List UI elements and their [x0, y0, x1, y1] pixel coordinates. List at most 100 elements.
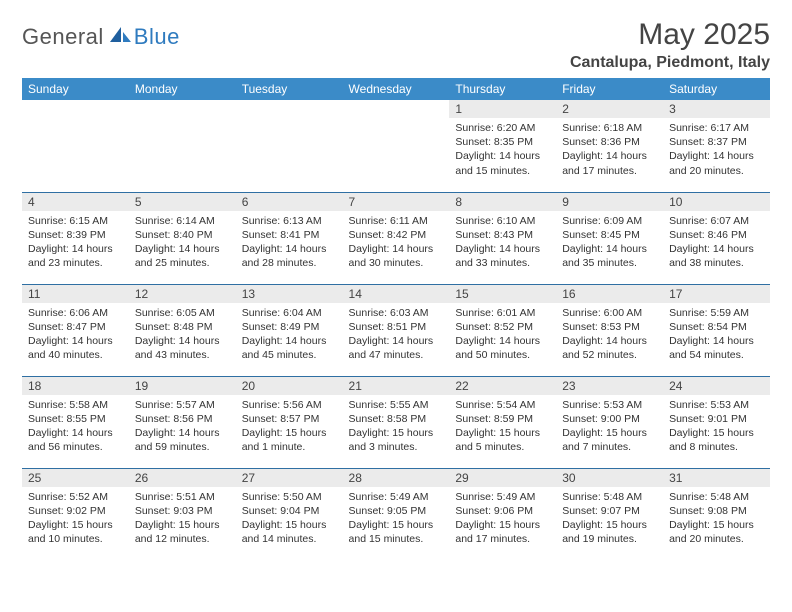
day-number: 2	[556, 100, 663, 118]
day-details: Sunrise: 6:11 AMSunset: 8:42 PMDaylight:…	[343, 211, 450, 271]
sunset-text: Sunset: 8:39 PM	[28, 228, 123, 242]
daylight-text: and 28 minutes.	[242, 256, 337, 270]
day-number: 7	[343, 193, 450, 211]
sunrise-text: Sunrise: 5:49 AM	[349, 490, 444, 504]
logo-text-blue: Blue	[134, 24, 180, 50]
calendar-cell: 17Sunrise: 5:59 AMSunset: 8:54 PMDayligh…	[663, 284, 770, 376]
day-number: 14	[343, 285, 450, 303]
day-details: Sunrise: 6:15 AMSunset: 8:39 PMDaylight:…	[22, 211, 129, 271]
sunset-text: Sunset: 8:48 PM	[135, 320, 230, 334]
day-number: 22	[449, 377, 556, 395]
day-number: 11	[22, 285, 129, 303]
calendar-cell: 6Sunrise: 6:13 AMSunset: 8:41 PMDaylight…	[236, 192, 343, 284]
calendar-cell: 11Sunrise: 6:06 AMSunset: 8:47 PMDayligh…	[22, 284, 129, 376]
day-number: 18	[22, 377, 129, 395]
sunset-text: Sunset: 8:40 PM	[135, 228, 230, 242]
calendar-cell: 20Sunrise: 5:56 AMSunset: 8:57 PMDayligh…	[236, 376, 343, 468]
calendar-cell: 16Sunrise: 6:00 AMSunset: 8:53 PMDayligh…	[556, 284, 663, 376]
sunset-text: Sunset: 8:58 PM	[349, 412, 444, 426]
calendar-cell: 8Sunrise: 6:10 AMSunset: 8:43 PMDaylight…	[449, 192, 556, 284]
sunrise-text: Sunrise: 5:55 AM	[349, 398, 444, 412]
day-details: Sunrise: 6:13 AMSunset: 8:41 PMDaylight:…	[236, 211, 343, 271]
day-number: 3	[663, 100, 770, 118]
sunrise-text: Sunrise: 6:11 AM	[349, 214, 444, 228]
day-details: Sunrise: 6:10 AMSunset: 8:43 PMDaylight:…	[449, 211, 556, 271]
day-number: 20	[236, 377, 343, 395]
sunset-text: Sunset: 9:07 PM	[562, 504, 657, 518]
daylight-text: Daylight: 14 hours	[28, 426, 123, 440]
day-details: Sunrise: 6:07 AMSunset: 8:46 PMDaylight:…	[663, 211, 770, 271]
sunrise-text: Sunrise: 6:01 AM	[455, 306, 550, 320]
daylight-text: and 7 minutes.	[562, 440, 657, 454]
daylight-text: and 5 minutes.	[455, 440, 550, 454]
month-title: May 2025	[570, 18, 770, 52]
sunrise-text: Sunrise: 6:03 AM	[349, 306, 444, 320]
daylight-text: Daylight: 14 hours	[455, 242, 550, 256]
sunset-text: Sunset: 8:46 PM	[669, 228, 764, 242]
sunrise-text: Sunrise: 6:00 AM	[562, 306, 657, 320]
sunrise-text: Sunrise: 5:57 AM	[135, 398, 230, 412]
calendar-cell: 3Sunrise: 6:17 AMSunset: 8:37 PMDaylight…	[663, 100, 770, 192]
calendar-cell: 31Sunrise: 5:48 AMSunset: 9:08 PMDayligh…	[663, 468, 770, 560]
calendar-cell: 14Sunrise: 6:03 AMSunset: 8:51 PMDayligh…	[343, 284, 450, 376]
calendar-cell: 13Sunrise: 6:04 AMSunset: 8:49 PMDayligh…	[236, 284, 343, 376]
day-number: 13	[236, 285, 343, 303]
daylight-text: Daylight: 15 hours	[242, 426, 337, 440]
sunrise-text: Sunrise: 5:53 AM	[669, 398, 764, 412]
daylight-text: Daylight: 15 hours	[455, 518, 550, 532]
calendar-cell: 29Sunrise: 5:49 AMSunset: 9:06 PMDayligh…	[449, 468, 556, 560]
daylight-text: and 50 minutes.	[455, 348, 550, 362]
sunset-text: Sunset: 8:45 PM	[562, 228, 657, 242]
calendar-week-row: 11Sunrise: 6:06 AMSunset: 8:47 PMDayligh…	[22, 284, 770, 376]
day-details: Sunrise: 6:04 AMSunset: 8:49 PMDaylight:…	[236, 303, 343, 363]
daylight-text: and 3 minutes.	[349, 440, 444, 454]
daylight-text: Daylight: 14 hours	[349, 242, 444, 256]
daylight-text: Daylight: 14 hours	[242, 334, 337, 348]
sunrise-text: Sunrise: 6:13 AM	[242, 214, 337, 228]
calendar-week-row: 4Sunrise: 6:15 AMSunset: 8:39 PMDaylight…	[22, 192, 770, 284]
daylight-text: and 38 minutes.	[669, 256, 764, 270]
sunrise-text: Sunrise: 5:52 AM	[28, 490, 123, 504]
sunset-text: Sunset: 8:35 PM	[455, 135, 550, 149]
sunrise-text: Sunrise: 6:15 AM	[28, 214, 123, 228]
daylight-text: and 20 minutes.	[669, 532, 764, 546]
day-number: 10	[663, 193, 770, 211]
calendar-cell: 2Sunrise: 6:18 AMSunset: 8:36 PMDaylight…	[556, 100, 663, 192]
sunrise-text: Sunrise: 6:04 AM	[242, 306, 337, 320]
weekday-header: Friday	[556, 78, 663, 100]
calendar-cell	[129, 100, 236, 192]
calendar-cell: 19Sunrise: 5:57 AMSunset: 8:56 PMDayligh…	[129, 376, 236, 468]
sunset-text: Sunset: 9:03 PM	[135, 504, 230, 518]
daylight-text: Daylight: 15 hours	[455, 426, 550, 440]
day-number: 24	[663, 377, 770, 395]
sunset-text: Sunset: 9:02 PM	[28, 504, 123, 518]
daylight-text: Daylight: 14 hours	[562, 149, 657, 163]
day-number: 25	[22, 469, 129, 487]
weekday-header: Monday	[129, 78, 236, 100]
daylight-text: and 19 minutes.	[562, 532, 657, 546]
sunset-text: Sunset: 8:51 PM	[349, 320, 444, 334]
daylight-text: Daylight: 14 hours	[135, 426, 230, 440]
calendar-cell: 10Sunrise: 6:07 AMSunset: 8:46 PMDayligh…	[663, 192, 770, 284]
day-details: Sunrise: 5:53 AMSunset: 9:01 PMDaylight:…	[663, 395, 770, 455]
sunset-text: Sunset: 8:53 PM	[562, 320, 657, 334]
day-details: Sunrise: 5:51 AMSunset: 9:03 PMDaylight:…	[129, 487, 236, 547]
daylight-text: and 17 minutes.	[455, 532, 550, 546]
day-details: Sunrise: 6:09 AMSunset: 8:45 PMDaylight:…	[556, 211, 663, 271]
day-number	[343, 100, 450, 118]
daylight-text: Daylight: 14 hours	[455, 334, 550, 348]
day-number: 28	[343, 469, 450, 487]
sunrise-text: Sunrise: 5:48 AM	[562, 490, 657, 504]
weekday-header: Wednesday	[343, 78, 450, 100]
day-details: Sunrise: 5:50 AMSunset: 9:04 PMDaylight:…	[236, 487, 343, 547]
day-number: 27	[236, 469, 343, 487]
day-details: Sunrise: 6:06 AMSunset: 8:47 PMDaylight:…	[22, 303, 129, 363]
logo: General Blue	[22, 18, 180, 50]
sunset-text: Sunset: 8:49 PM	[242, 320, 337, 334]
sunrise-text: Sunrise: 6:09 AM	[562, 214, 657, 228]
logo-sail-icon	[108, 25, 132, 50]
daylight-text: and 23 minutes.	[28, 256, 123, 270]
sunrise-text: Sunrise: 6:05 AM	[135, 306, 230, 320]
sunrise-text: Sunrise: 5:50 AM	[242, 490, 337, 504]
sunrise-text: Sunrise: 5:53 AM	[562, 398, 657, 412]
